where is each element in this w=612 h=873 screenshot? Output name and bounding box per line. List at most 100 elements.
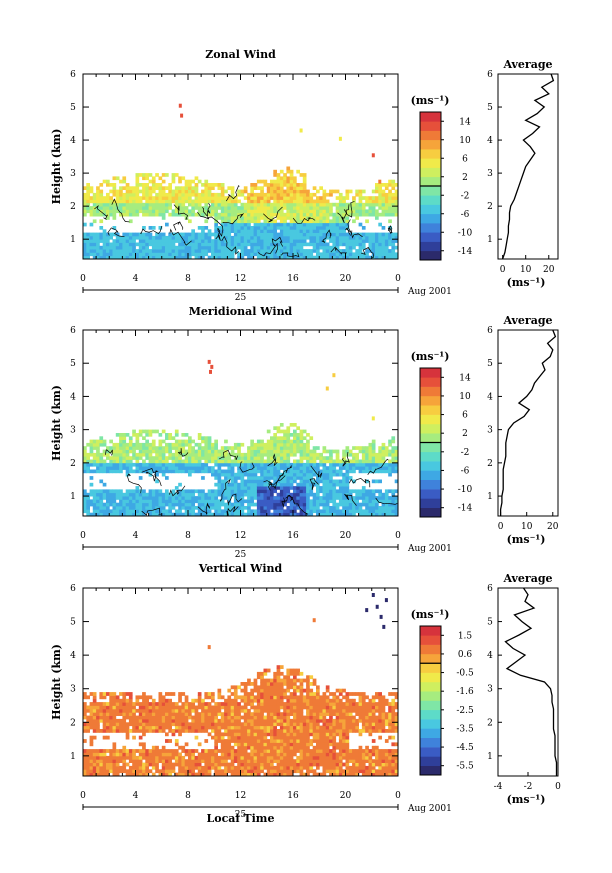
heatmap-cell <box>99 245 104 250</box>
heatmap-cell <box>322 482 327 487</box>
heatmap-cell <box>345 209 350 214</box>
heatmap-cell <box>148 729 153 733</box>
heatmap-cell <box>191 765 195 770</box>
heatmap-cell <box>256 216 261 220</box>
heatmap-cell <box>299 173 304 177</box>
heatmap-cell <box>204 762 209 767</box>
heatmap-cell <box>283 196 287 200</box>
heatmap-cell <box>151 442 156 447</box>
heatmap-cell <box>309 452 314 457</box>
heatmap-cell <box>125 252 130 257</box>
heatmap-cell <box>96 725 100 730</box>
heatmap-cell <box>240 502 245 507</box>
heatmap-cell <box>299 479 304 484</box>
heatmap-cell <box>217 452 222 457</box>
heatmap-cell <box>191 729 195 733</box>
heatmap-cell <box>283 216 287 220</box>
heatmap-cell <box>106 512 110 517</box>
colorbar-swatch <box>420 451 441 462</box>
heatmap-cell <box>83 695 87 700</box>
profile-y-tick-label: 6 <box>487 70 493 80</box>
heatmap-cell <box>86 752 90 757</box>
heatmap-cell <box>256 489 261 494</box>
heatmap-cell <box>302 499 307 504</box>
heatmap-cell <box>316 509 320 514</box>
zero-contour <box>387 225 393 234</box>
colorbar-swatch <box>420 433 441 443</box>
profile-title: Average <box>502 58 552 71</box>
heatmap-cell <box>168 499 172 504</box>
heatmap-cell <box>89 249 94 253</box>
heatmap-cell <box>194 499 199 504</box>
heatmap-cell <box>276 176 281 181</box>
heatmap-cell <box>109 446 113 450</box>
heatmap-cell <box>214 496 218 500</box>
heatmap-cell <box>178 712 182 716</box>
heatmap-cell <box>342 492 346 497</box>
heatmap-cell <box>319 462 323 467</box>
heatmap-cell <box>384 242 389 247</box>
heatmap-cell <box>273 183 277 187</box>
y-tick-label: 4 <box>70 136 76 146</box>
heatmap-cell <box>355 492 359 497</box>
heatmap-cell <box>237 739 241 743</box>
heatmap-cell <box>184 492 189 497</box>
heatmap-cell <box>115 509 120 514</box>
heatmap-cell <box>119 489 123 494</box>
heatmap-cell <box>171 456 176 460</box>
heatmap-cell <box>220 712 225 716</box>
heatmap-cell <box>302 436 307 440</box>
heatmap-cell <box>174 199 179 204</box>
heatmap-cell <box>329 206 333 210</box>
heatmap-cell <box>125 749 130 753</box>
heatmap-cell <box>237 749 241 753</box>
heatmap-cell <box>256 232 261 237</box>
heatmap-cell <box>181 176 186 181</box>
heatmap-cell <box>312 222 317 227</box>
colorbar-label: 14 <box>459 117 471 127</box>
heatmap-cell <box>391 192 396 197</box>
heatmap-cell <box>161 245 166 250</box>
heatmap-cell <box>119 502 123 507</box>
heatmap-cell <box>99 692 104 696</box>
colorbar-swatch <box>420 139 441 150</box>
heatmap-cell <box>142 442 146 447</box>
heatmap-cell <box>171 489 176 494</box>
colorbar-label: -10 <box>458 485 473 495</box>
heatmap-cell <box>132 729 136 733</box>
heatmap-cell <box>220 496 225 500</box>
heatmap-cell <box>335 196 340 200</box>
heatmap-cell <box>122 456 127 460</box>
heatmap-cell <box>99 512 104 517</box>
heatmap-cell <box>161 216 166 220</box>
heatmap-cell <box>99 202 104 207</box>
heatmap-cell <box>266 476 271 480</box>
heatmap-cell <box>243 209 248 214</box>
heatmap-cell <box>224 509 228 514</box>
heatmap-cell <box>230 698 235 703</box>
heatmap-cell <box>145 769 149 774</box>
heatmap-cell <box>109 462 113 467</box>
heatmap-cell <box>102 755 107 760</box>
heatmap-cell <box>86 239 90 243</box>
heatmap-cell <box>122 749 127 753</box>
heatmap-cell <box>165 173 169 177</box>
heatmap-cell <box>230 472 235 477</box>
heatmap-cell <box>230 765 235 770</box>
heatmap-cell <box>207 249 212 253</box>
heatmap-cell <box>204 722 209 727</box>
heatmap-cell <box>125 509 130 514</box>
heatmap-cell <box>128 232 133 237</box>
heatmap-cell <box>253 202 258 207</box>
heatmap-cell <box>184 183 189 187</box>
heatmap-cell <box>99 192 104 197</box>
heatmap-cell <box>342 255 346 260</box>
heatmap-cell <box>112 715 117 720</box>
heatmap-cell <box>168 772 172 777</box>
heatmap-cell <box>161 509 166 514</box>
heatmap-cell <box>316 196 320 200</box>
heatmap-cell <box>122 449 127 454</box>
heatmap-cell <box>99 718 104 723</box>
heatmap-cell <box>128 722 133 727</box>
heatmap-cell <box>227 489 232 494</box>
